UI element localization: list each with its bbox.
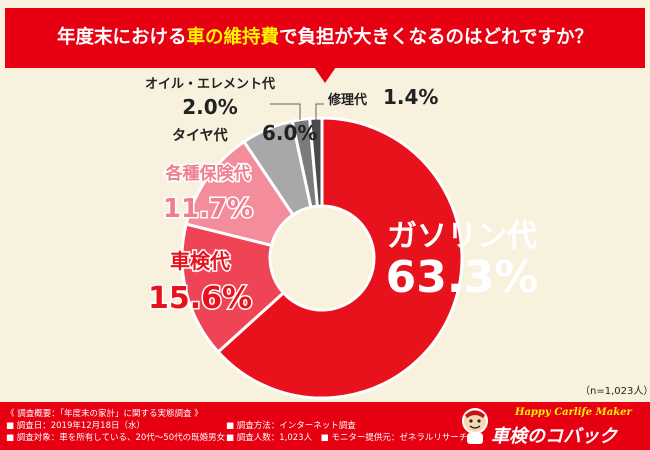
survey-count-row: ■ 調査人数：1,023人 ■ モニター提供元：ゼネラルリサーチ [226,432,467,444]
category-label-3: タイヤ代 [172,127,228,144]
survey-subjects: ■ 調査対象：車を所有している、20代～50代の既婚男女 [6,433,226,443]
survey-notes-right: ■ 調査方法：インターネット調査 ■ 調査人数：1,023人 ■ モニター提供元… [226,420,467,444]
category-label-0: ガソリン代 [387,219,537,254]
survey-footer: 《 調査概要：「年度末の家計」に関する実態調査 》 ■ 調査日：2019年12月… [0,402,650,450]
survey-notes-left: 《 調査概要：「年度末の家計」に関する実態調査 》 ■ 調査日：2019年12月… [6,408,225,444]
value-label-4: 2.0% [182,95,237,119]
question-prefix: 年度末における [57,27,187,48]
leader-line-4 [270,103,301,120]
question-text: 年度末における車の維持費で負担が大きくなるのはどれですか？ [5,8,645,68]
mascot-icon [462,408,488,444]
slice-0 [216,116,464,400]
question-highlight: 車の維持費 [186,27,280,48]
category-label-2: 各種保険代 [165,163,251,184]
logo-tagline: Happy Carlife Maker [515,407,632,418]
survey-count: ■ 調査人数：1,023人 [226,433,313,443]
question-banner: 年度末における車の維持費で負担が大きくなるのはどれですか？ [5,8,645,68]
value-label-3: 6.0% [262,121,317,145]
survey-date: ■ 調査日：2019年12月18日（水） [6,421,145,431]
banner-pointer [314,67,336,83]
sample-size-label: （n=1,023人） [580,386,650,397]
slice-5 [308,116,324,208]
value-label-5: 1.4% [383,85,438,109]
question-suffix: で負担が大きくなるのはどれですか？ [279,27,593,48]
value-label-1: 15.6% [148,281,252,316]
category-label-1: 車検代 [170,249,230,273]
category-label-4: オイル・エレメント代 [145,76,275,92]
survey-method: ■ 調査方法：インターネット調査 [226,421,356,431]
logo-name: 車検のコバック [491,426,617,447]
value-label-2: 11.7% [163,194,253,224]
leader-line-5 [315,103,324,120]
category-label-5: 修理代 [327,92,367,108]
survey-provider: ■ モニター提供元：ゼネラルリサーチ [320,433,468,443]
value-label-0: 63.3% [386,252,539,303]
survey-overview: 《 調査概要：「年度末の家計」に関する実態調査 》 [6,409,203,419]
slice-1 [180,222,286,355]
kobac-logo: Happy Carlife Maker 車検のコバック [455,404,645,448]
